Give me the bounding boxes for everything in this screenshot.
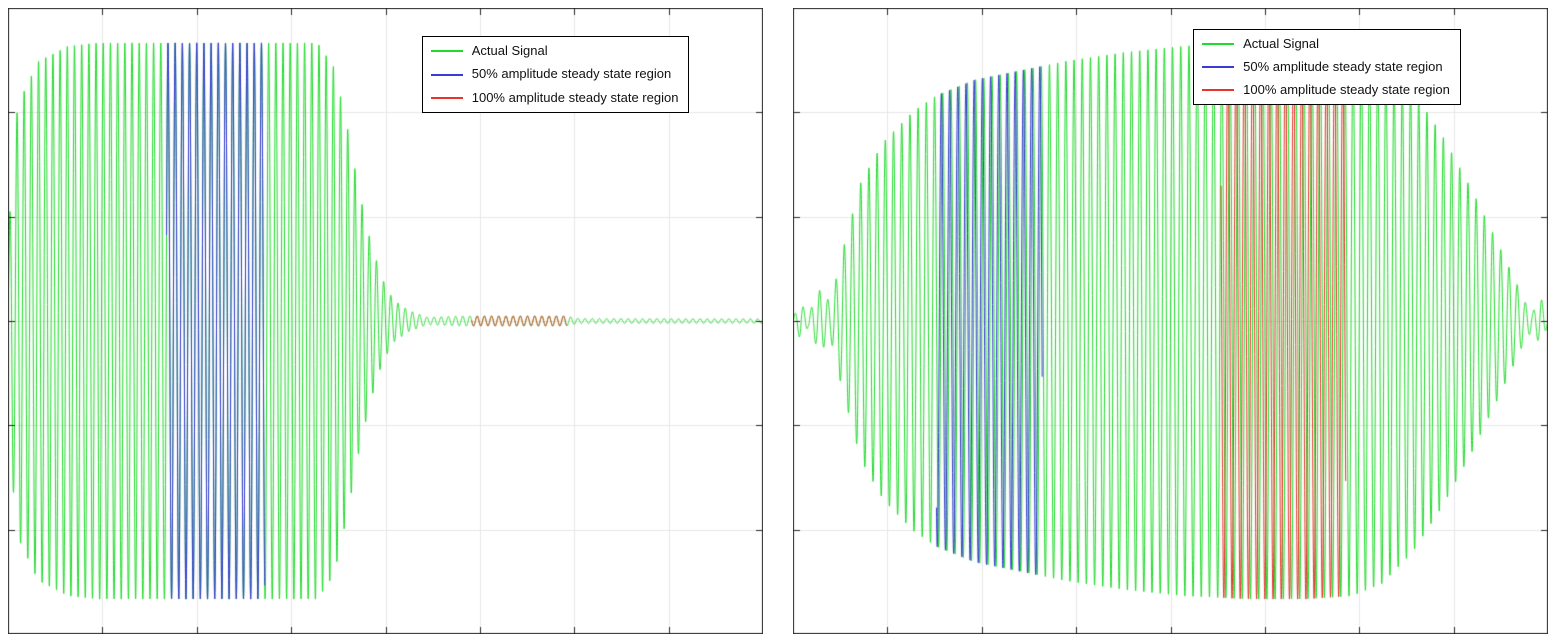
legend-entry-full-amplitude: 100% amplitude steady state region bbox=[1202, 82, 1450, 98]
legend-label-full-amplitude: 100% amplitude steady state region bbox=[1243, 82, 1450, 98]
legend-line-sample-half-amplitude bbox=[1202, 66, 1235, 69]
legend-entry-actual-signal: Actual Signal bbox=[430, 43, 679, 59]
legend-line-sample-full-amplitude bbox=[1202, 89, 1235, 92]
legend-entry-actual-signal: Actual Signal bbox=[1202, 36, 1450, 52]
legend-entry-full-amplitude: 100% amplitude steady state region bbox=[430, 89, 679, 106]
right-waveform-panel: Actual Signal 50% amplitude steady state… bbox=[793, 8, 1548, 634]
left-legend: Actual Signal 50% amplitude steady state… bbox=[421, 36, 690, 113]
legend-entry-half-amplitude: 50% amplitude steady state region bbox=[430, 66, 679, 82]
legend-label-half-amplitude: 50% amplitude steady state region bbox=[1243, 58, 1443, 74]
right-waveform-plot bbox=[793, 8, 1548, 634]
legend-label-actual-signal: Actual Signal bbox=[471, 43, 548, 59]
legend-entry-half-amplitude: 50% amplitude steady state region bbox=[1202, 59, 1450, 75]
legend-label-full-amplitude: 100% amplitude steady state region bbox=[471, 89, 679, 105]
left-waveform-panel: Actual Signal 50% amplitude steady state… bbox=[8, 8, 763, 634]
legend-line-sample-actual-signal bbox=[1202, 42, 1235, 45]
legend-line-sample-actual-signal bbox=[430, 50, 463, 53]
legend-line-sample-half-amplitude bbox=[430, 73, 463, 76]
right-legend: Actual Signal 50% amplitude steady state… bbox=[1193, 28, 1461, 106]
legend-label-half-amplitude: 50% amplitude steady state region bbox=[471, 66, 672, 82]
legend-label-actual-signal: Actual Signal bbox=[1243, 35, 1320, 51]
legend-line-sample-full-amplitude bbox=[430, 96, 463, 99]
